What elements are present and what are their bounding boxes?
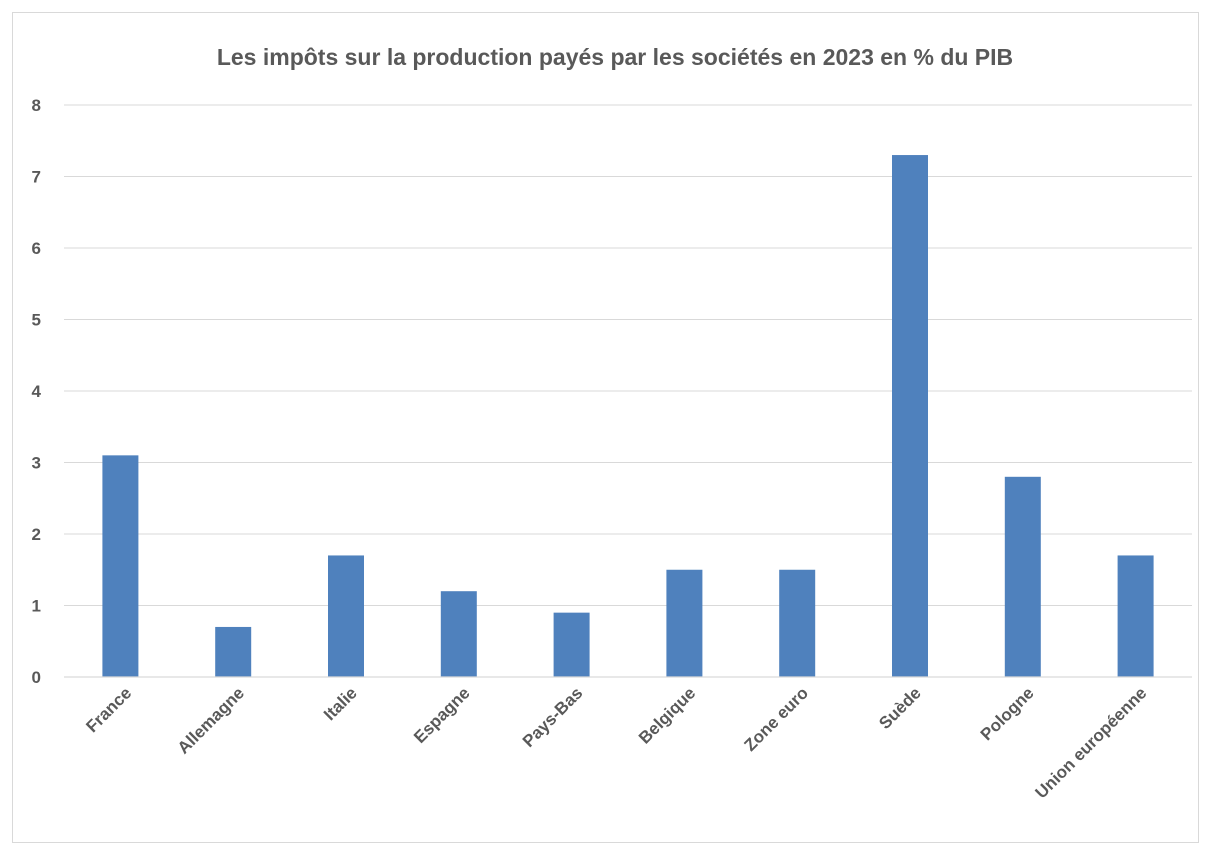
- bar: [1004, 476, 1041, 677]
- x-tick-label: Pologne: [977, 683, 1038, 744]
- bar: [102, 455, 139, 677]
- y-tick-label: 5: [32, 311, 41, 330]
- bar: [1117, 555, 1154, 677]
- x-axis-labels: France Allemagne Italie Espagne Pays-Bas Belg…: [82, 683, 1150, 802]
- y-tick-label: 6: [32, 239, 41, 258]
- x-tick-label: Belgique: [635, 683, 699, 747]
- bar: [892, 155, 928, 678]
- bar: [215, 626, 252, 677]
- bars: [102, 155, 1154, 678]
- x-tick-label: France: [82, 683, 135, 736]
- y-tick-label: 1: [32, 597, 41, 616]
- chart-title: Les impôts sur la production payés par l…: [217, 44, 1013, 70]
- x-tick-label: Italie: [320, 683, 361, 724]
- y-axis-ticks: 0 1 2 3 4 5 6 7 8: [32, 96, 42, 687]
- bar: [328, 555, 364, 677]
- x-tick-label: Allemagne: [174, 683, 248, 757]
- y-tick-label: 4: [32, 382, 42, 401]
- bar: [440, 591, 477, 677]
- y-tick-label: 7: [32, 168, 41, 187]
- x-tick-label: Espagne: [410, 683, 474, 747]
- bar: [553, 612, 590, 677]
- x-tick-label: Pays-Bas: [519, 683, 587, 751]
- y-tick-label: 2: [32, 525, 41, 544]
- bar: [666, 569, 703, 677]
- chart-frame: [12, 12, 1199, 843]
- y-tick-label: 0: [32, 668, 41, 687]
- y-tick-label: 3: [32, 454, 41, 473]
- gridlines: [64, 104, 1192, 606]
- y-tick-label: 8: [32, 96, 41, 115]
- bar: [779, 569, 816, 677]
- x-tick-label: Union européenne: [1031, 683, 1150, 802]
- x-tick-label: Zone euro: [740, 683, 812, 755]
- x-tick-label: Suède: [875, 683, 925, 733]
